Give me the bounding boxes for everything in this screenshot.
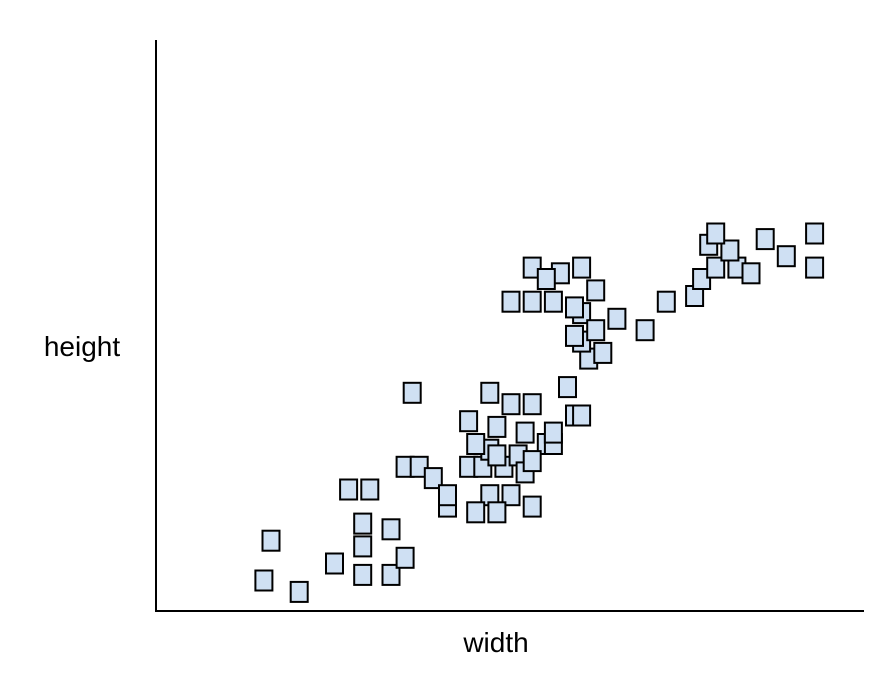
data-point [706,256,726,279]
data-point [720,239,740,262]
data-point [409,455,429,478]
data-point [741,262,761,285]
data-point [656,290,676,313]
data-point [522,495,542,518]
data-point [360,478,380,501]
data-point [466,501,486,524]
data-point [501,393,521,416]
data-point [480,381,500,404]
data-point [515,421,535,444]
data-point [501,290,521,313]
x-axis-label: width [462,627,528,658]
y-axis-label: height [44,331,121,362]
data-point [543,290,563,313]
data-point [402,381,422,404]
data-point [522,256,542,279]
data-point [353,563,373,586]
data-point [466,433,486,455]
data-point [487,444,507,467]
data-point [325,552,344,575]
data-point [805,256,825,279]
data-point [805,222,825,245]
data-point [339,478,359,501]
data-point [586,279,606,302]
data-points [254,222,825,603]
data-point [254,569,274,592]
data-point [289,580,309,603]
data-point [381,563,401,586]
data-point [706,222,726,245]
data-point [543,421,563,444]
data-point [522,393,542,416]
data-point [755,228,775,251]
data-point [438,484,457,507]
data-point [261,529,281,552]
data-point [423,467,443,490]
data-point [522,290,542,313]
data-point [565,324,584,347]
data-point [572,256,592,279]
data-point [692,268,712,290]
data-point [459,410,479,433]
data-point [395,546,415,569]
data-point [558,376,577,399]
data-point [572,404,592,427]
data-point [565,296,584,319]
data-point [487,415,507,438]
data-point [487,501,507,524]
data-point [536,268,556,290]
data-point [381,518,401,541]
data-point [501,484,521,507]
data-point [353,512,373,535]
data-point [522,450,542,473]
data-point [593,341,613,364]
data-point [635,319,655,342]
data-point [586,319,606,342]
data-point [353,535,373,558]
data-point [776,245,796,268]
data-point [607,307,627,330]
